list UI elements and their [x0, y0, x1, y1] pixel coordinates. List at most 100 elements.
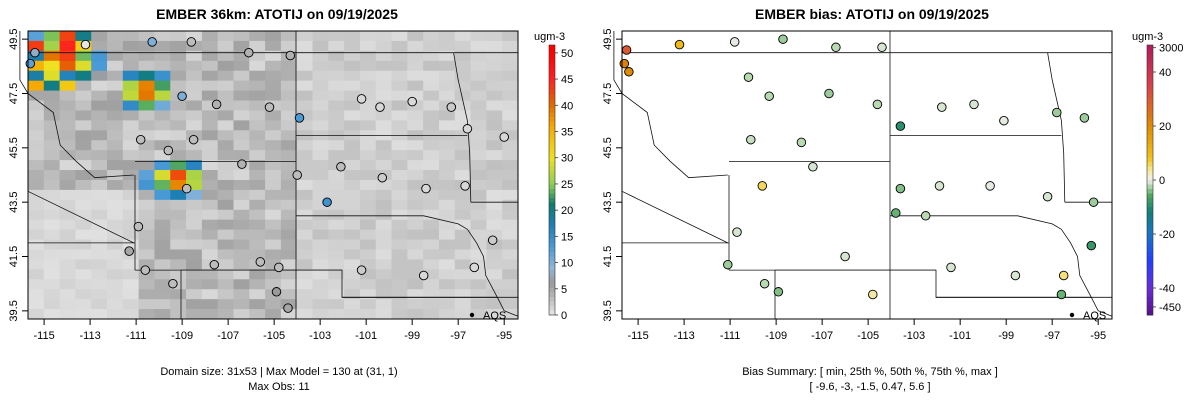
grid-cell	[170, 309, 187, 320]
grid-cell	[91, 140, 108, 151]
grid-cell	[217, 140, 234, 151]
colorbar-step	[1147, 238, 1153, 244]
grid-cell	[170, 60, 187, 72]
colorbar-step	[1147, 54, 1153, 59]
grid-cell	[122, 120, 140, 131]
station-point	[920, 211, 931, 221]
grid-cell	[407, 279, 424, 290]
grid-cell	[502, 150, 519, 161]
grid-cell	[91, 31, 108, 42]
grid-cell	[328, 140, 345, 151]
grid-cell	[391, 140, 408, 151]
grid-cell	[217, 120, 234, 131]
grid-cell	[265, 60, 282, 72]
grid-cell	[502, 40, 519, 52]
grid-cell	[107, 279, 124, 290]
grid-cell	[328, 279, 345, 290]
grid-cell	[201, 70, 219, 82]
grid-cell	[107, 259, 124, 270]
grid-cell	[201, 80, 219, 91]
grid-cell	[502, 259, 519, 270]
grid-cell	[391, 120, 408, 131]
station-point	[124, 246, 134, 256]
grid-cell	[280, 239, 298, 250]
grid-cell	[375, 60, 392, 72]
station-point	[1052, 107, 1062, 118]
grid-cell	[391, 279, 408, 290]
station-point	[135, 134, 146, 145]
grid-cell	[423, 289, 440, 300]
grid-cell	[265, 70, 282, 82]
grid-cell	[502, 90, 519, 101]
grid-cell	[217, 100, 234, 111]
grid-cell	[154, 50, 171, 62]
grid-cell	[359, 110, 377, 121]
grid-cell	[107, 219, 124, 231]
grid-cell	[170, 199, 187, 211]
grid-cell	[75, 120, 92, 131]
grid-cell	[59, 309, 76, 320]
grid-cell	[233, 309, 250, 320]
colorbar-step	[1147, 261, 1153, 266]
left-colorbar: ugm-3 0 5 10 15 20 25 30 35 40 45 50	[534, 31, 573, 322]
grid-cell	[186, 239, 203, 250]
grid-cell	[486, 70, 503, 82]
grid-cell	[91, 299, 108, 310]
grid-cell	[359, 80, 377, 91]
grid-cell	[201, 289, 219, 300]
grid-cell	[344, 189, 361, 201]
grid-cell	[59, 170, 76, 181]
grid-cell	[328, 90, 345, 101]
grid-cell	[75, 160, 92, 171]
colorbar-step	[549, 243, 555, 248]
colorbar-step	[1147, 67, 1153, 73]
left-state-borders	[19, 31, 519, 319]
grid-cell	[75, 150, 92, 161]
grid-cell	[375, 259, 392, 270]
grid-cell	[423, 80, 440, 91]
grid-cell	[217, 130, 234, 141]
grid-cell	[43, 209, 61, 221]
grid-cell	[438, 299, 456, 310]
grid-cell	[312, 50, 329, 62]
grid-cell	[423, 179, 440, 191]
grid-cell	[296, 179, 313, 191]
grid-cell	[407, 100, 424, 111]
grid-cell	[170, 170, 187, 181]
grid-cell	[502, 70, 519, 82]
grid-cell	[201, 189, 219, 201]
grid-cell	[312, 60, 329, 72]
grid-cell	[138, 40, 155, 52]
colorbar-step	[1147, 144, 1153, 149]
colorbar-step	[549, 279, 555, 284]
grid-cell	[154, 309, 171, 320]
grid-cell	[328, 299, 345, 310]
grid-cell	[186, 80, 203, 91]
grid-cell	[470, 70, 487, 82]
grid-cell	[43, 179, 61, 191]
grid-cell	[201, 160, 219, 171]
grid-cell	[91, 239, 108, 250]
grid-cell	[359, 229, 377, 240]
grid-cell	[59, 179, 76, 191]
station-point	[421, 183, 431, 194]
grid-cell	[43, 70, 61, 82]
grid-cell	[423, 31, 440, 42]
grid-cell	[265, 50, 282, 62]
station-point	[244, 47, 254, 58]
grid-cell	[28, 279, 45, 290]
grid-cell	[28, 120, 45, 131]
station-point	[375, 102, 385, 112]
grid-cell	[91, 229, 108, 240]
colorbar-step	[549, 153, 555, 158]
grid-cell	[249, 199, 266, 211]
grid-cell	[186, 249, 203, 260]
grid-cell	[186, 160, 203, 171]
grid-cell	[470, 140, 487, 151]
left-aqs-legend-marker	[469, 312, 475, 318]
grid-cell	[407, 289, 424, 300]
grid-cell	[454, 189, 471, 201]
station-point	[946, 262, 956, 273]
grid-cell	[328, 31, 345, 42]
grid-cell	[328, 110, 345, 121]
